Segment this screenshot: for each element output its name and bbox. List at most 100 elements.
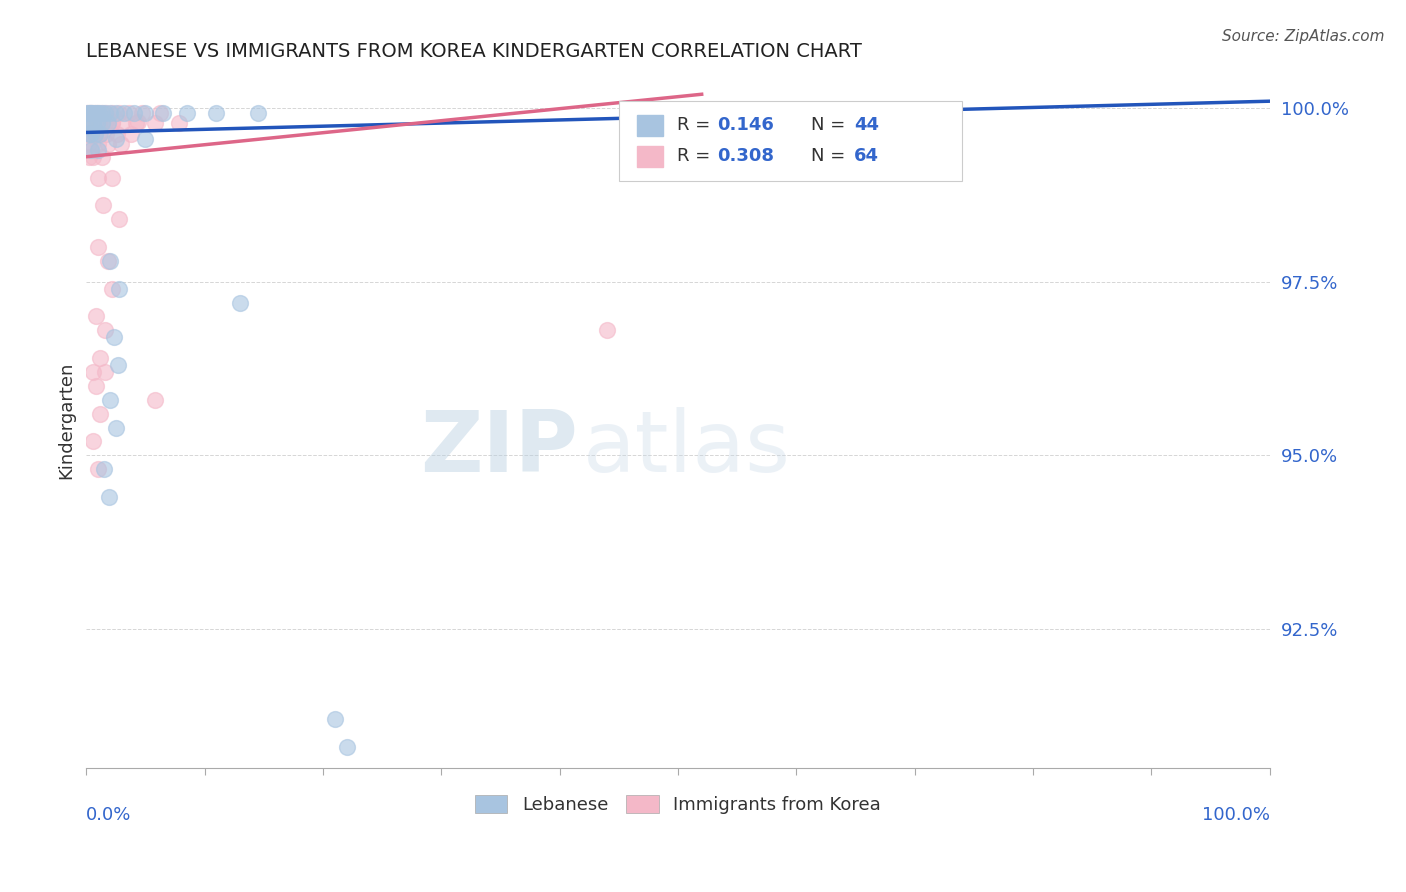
Text: 0.0%: 0.0%	[86, 805, 132, 824]
Point	[246, 106, 269, 120]
Point	[104, 420, 127, 434]
Point	[80, 127, 103, 141]
Text: 64: 64	[855, 147, 879, 165]
Point	[89, 106, 111, 120]
Point	[77, 106, 100, 120]
Point	[83, 106, 105, 120]
Point	[98, 392, 121, 407]
Point	[101, 282, 124, 296]
Point	[82, 116, 104, 130]
Point	[107, 358, 129, 372]
Point	[90, 150, 112, 164]
Point	[167, 116, 190, 130]
Point	[90, 106, 112, 120]
Point	[89, 351, 111, 365]
Point	[143, 116, 166, 130]
Point	[98, 106, 121, 120]
Point	[83, 116, 105, 130]
Point	[120, 127, 142, 141]
Point	[97, 253, 120, 268]
Point	[83, 106, 105, 120]
FancyBboxPatch shape	[637, 145, 662, 167]
Point	[86, 116, 108, 130]
Point	[176, 106, 198, 120]
Point	[91, 198, 114, 212]
Point	[84, 379, 107, 393]
Point	[125, 116, 148, 130]
Point	[77, 116, 100, 130]
Text: LEBANESE VS IMMIGRANTS FROM KOREA KINDERGARTEN CORRELATION CHART: LEBANESE VS IMMIGRANTS FROM KOREA KINDER…	[86, 42, 862, 61]
Text: 0.146: 0.146	[717, 116, 773, 134]
Point	[89, 116, 111, 130]
Point	[110, 137, 132, 152]
Point	[77, 150, 100, 164]
Point	[80, 106, 103, 120]
Point	[87, 106, 110, 120]
Point	[82, 106, 104, 120]
Point	[149, 106, 172, 120]
Point	[83, 127, 105, 141]
Point	[94, 116, 117, 130]
Point	[87, 143, 110, 157]
Point	[82, 106, 104, 120]
Text: atlas: atlas	[583, 407, 792, 490]
Point	[77, 127, 100, 141]
Point	[82, 365, 104, 379]
Text: N =: N =	[810, 147, 851, 165]
Point	[108, 212, 131, 227]
Point	[90, 116, 112, 130]
Point	[82, 150, 104, 164]
Point	[131, 106, 153, 120]
Point	[122, 106, 145, 120]
Point	[76, 106, 98, 120]
Point	[93, 462, 115, 476]
Legend: Lebanese, Immigrants from Korea: Lebanese, Immigrants from Korea	[468, 788, 889, 822]
Point	[82, 137, 104, 152]
Point	[98, 253, 121, 268]
Point	[108, 282, 131, 296]
Point	[96, 106, 118, 120]
Point	[101, 170, 124, 185]
Point	[89, 407, 111, 421]
Point	[205, 106, 228, 120]
Point	[94, 106, 117, 120]
Point	[97, 116, 120, 130]
Point	[87, 240, 110, 254]
Text: R =: R =	[676, 116, 716, 134]
Point	[152, 106, 174, 120]
Y-axis label: Kindergarten: Kindergarten	[58, 362, 75, 479]
Text: 0.308: 0.308	[717, 147, 775, 165]
Point	[134, 106, 156, 120]
Point	[105, 127, 128, 141]
Point	[111, 116, 134, 130]
Point	[104, 106, 127, 120]
Point	[87, 462, 110, 476]
Point	[94, 323, 117, 337]
Point	[83, 127, 105, 141]
Point	[101, 116, 124, 130]
Point	[86, 106, 108, 120]
Text: 44: 44	[855, 116, 879, 134]
Text: Source: ZipAtlas.com: Source: ZipAtlas.com	[1222, 29, 1385, 45]
Point	[80, 143, 103, 157]
Point	[79, 106, 101, 120]
Point	[82, 434, 104, 449]
Text: N =: N =	[810, 116, 851, 134]
Point	[87, 170, 110, 185]
FancyBboxPatch shape	[637, 114, 662, 136]
Point	[112, 106, 135, 120]
Point	[80, 127, 103, 141]
Point	[127, 115, 149, 129]
Point	[108, 106, 131, 120]
FancyBboxPatch shape	[619, 101, 962, 181]
Point	[97, 490, 120, 504]
Point	[94, 365, 117, 379]
Text: 100.0%: 100.0%	[1202, 805, 1270, 824]
Point	[103, 330, 125, 344]
Point	[134, 132, 156, 146]
Point	[229, 295, 252, 310]
Point	[101, 115, 124, 129]
Point	[77, 137, 100, 152]
Point	[323, 712, 346, 726]
Point	[96, 127, 118, 141]
